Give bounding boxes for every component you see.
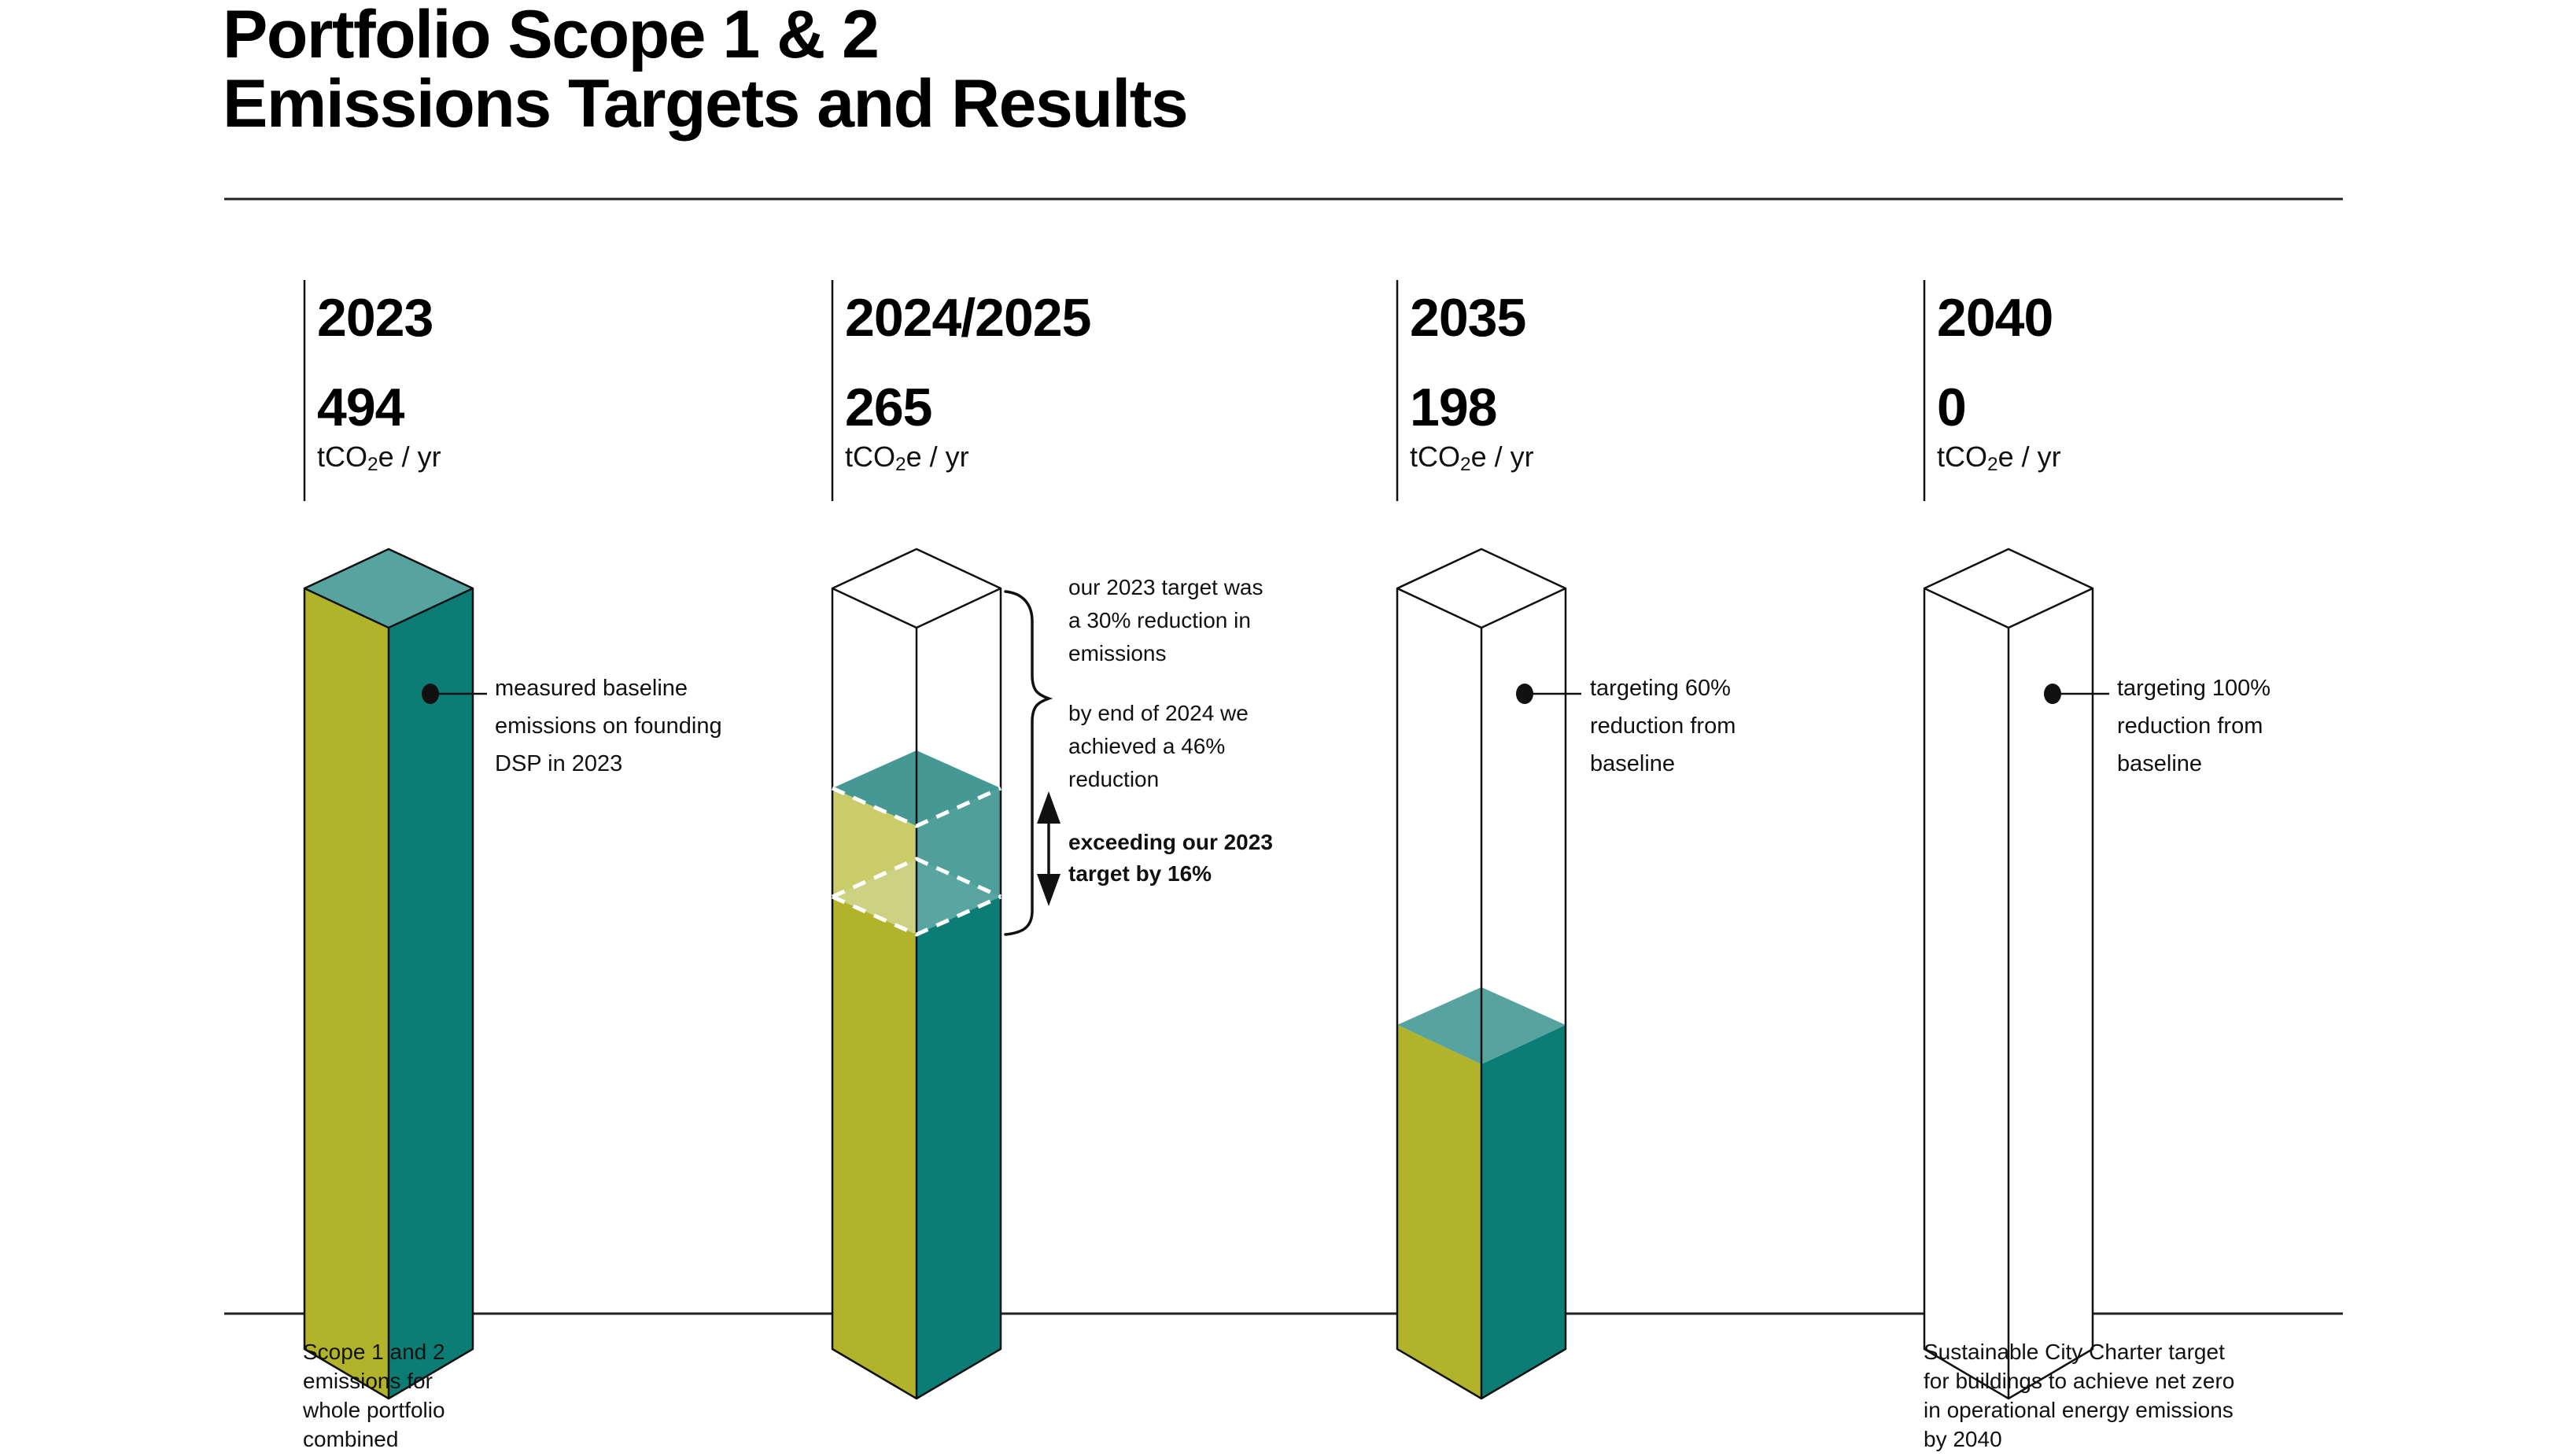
bar-2040-outline: [1923, 547, 2094, 1400]
caption-scope-line4: combined: [303, 1427, 399, 1451]
exceeding-arrow: [1037, 791, 1061, 906]
unit-2035-pre: tCO: [1410, 440, 1461, 473]
bar-2035-outline: [1396, 547, 1567, 1400]
unit-2023: tCO2e / yr: [317, 440, 441, 474]
annotation-exceeding-line2: target by 16%: [1068, 861, 1212, 886]
annotation-target-2035-line2: reduction from: [1590, 713, 1736, 739]
annotation-baseline-line2: emissions on founding: [495, 713, 722, 739]
arrow-down-icon: [1037, 874, 1061, 906]
annotation-target-2040: targeting 100% reduction from baseline: [2117, 669, 2270, 783]
annotation-target-2035-line3: baseline: [1590, 751, 1676, 776]
unit-2024-2025: tCO2e / yr: [845, 440, 969, 474]
bar-2040: [1923, 547, 2094, 1400]
annotation-target-2040-line3: baseline: [2117, 751, 2203, 776]
year-label-2035: 2035: [1410, 288, 1526, 348]
bar-2023: [303, 547, 474, 1400]
leader-2035: [1516, 684, 1581, 704]
bar-2024-2025-outline: [831, 547, 1002, 1400]
page-title-line2: Emissions Targets and Results: [223, 66, 1189, 142]
target-level-dashed-line: [831, 786, 1002, 828]
unit-2035: tCO2e / yr: [1410, 440, 1534, 474]
unit-2040: tCO2e / yr: [1937, 440, 2061, 474]
value-2023: 494: [317, 378, 404, 437]
annotation-target-2023-line2: a 30% reduction in: [1068, 608, 1251, 632]
annotation-target-2035-line1: targeting 60%: [1590, 676, 1731, 701]
caption-charter-line3: in operational energy emissions: [1924, 1398, 2234, 1422]
bar-2035-right-face: [1481, 1025, 1566, 1399]
annotation-target-2023-line3: emissions: [1068, 641, 1167, 665]
bar-2024-2025-left-face: [832, 897, 917, 1399]
annotation-achieved-2024: by end of 2024 we achieved a 46% reducti…: [1068, 697, 1249, 796]
bar-2024-2025: [831, 547, 1002, 1400]
unit-2024-2025-post: e / yr: [906, 440, 969, 473]
bar-2024-2025-achieved-face-left: [832, 859, 917, 934]
year-label-2023: 2023: [317, 288, 433, 348]
annotation-exceeding-line1: exceeding our 2023: [1068, 830, 1273, 854]
caption-charter-line2: for buildings to achieve net zero: [1924, 1369, 2235, 1393]
bar-2024-2025-achieved-face-right: [917, 859, 1001, 934]
year-label-2024-2025: 2024/2025: [845, 288, 1091, 348]
page-title-line1: Portfolio Scope 1 & 2: [223, 0, 880, 72]
achieved-level-dashed-diamond: [831, 857, 1002, 937]
caption-charter-line4: by 2040: [1924, 1427, 2002, 1451]
caption-scope-line1: Scope 1 and 2: [303, 1340, 445, 1364]
unit-2035-sub: 2: [1460, 453, 1471, 475]
caption-scope-line2: emissions for: [303, 1369, 433, 1393]
annotation-baseline: measured baseline emissions on founding …: [495, 669, 722, 783]
bar-2035: [1396, 547, 1567, 1400]
bar-2024-2025-right-face: [917, 897, 1001, 1399]
leader-2040: [2044, 684, 2109, 704]
annotation-baseline-line3: DSP in 2023: [495, 751, 623, 776]
unit-2023-post: e / yr: [378, 440, 441, 473]
annotation-baseline-line1: measured baseline: [495, 676, 688, 701]
value-2024-2025: 265: [845, 378, 932, 437]
bar-2035-left-face: [1397, 1025, 1481, 1399]
unit-2024-2025-sub: 2: [895, 453, 906, 475]
annotation-achieved-2024-line1: by end of 2024 we: [1068, 701, 1249, 725]
caption-scope-line3: whole portfolio: [303, 1398, 445, 1422]
arrow-up-icon: [1037, 791, 1061, 824]
annotation-achieved-2024-line3: reduction: [1068, 767, 1160, 791]
value-2035: 198: [1410, 378, 1497, 437]
unit-2023-sub: 2: [367, 453, 378, 475]
caption-scope: Scope 1 and 2 emissions for whole portfo…: [303, 1337, 445, 1454]
annotation-target-2035: targeting 60% reduction from baseline: [1590, 669, 1736, 783]
annotation-target-2040-line1: targeting 100%: [2117, 676, 2271, 701]
annotation-target-2023: our 2023 target was a 30% reduction in e…: [1068, 571, 1263, 670]
bar-2023-left-face: [304, 588, 389, 1399]
value-2040: 0: [1937, 378, 1967, 437]
bar-2023-right-face: [389, 588, 473, 1399]
caption-charter: Sustainable City Charter target for buil…: [1924, 1337, 2234, 1454]
annotation-achieved-2024-line2: achieved a 46%: [1068, 734, 1226, 758]
leader-2023: [422, 684, 487, 704]
unit-2040-sub: 2: [1987, 453, 1998, 475]
bar-2023-outline: [303, 547, 474, 1400]
caption-charter-line1: Sustainable City Charter target: [1924, 1340, 2225, 1364]
unit-2023-pre: tCO: [317, 440, 368, 473]
annotation-target-2040-line2: reduction from: [2117, 713, 2263, 739]
reduction-brace: [1004, 590, 1053, 936]
unit-2040-pre: tCO: [1937, 440, 1988, 473]
year-label-2040: 2040: [1937, 288, 2053, 348]
annotation-target-2023-line1: our 2023 target was: [1068, 575, 1263, 599]
page-title: Portfolio Scope 1 & 2 Emissions Targets …: [223, 0, 1189, 142]
annotation-exceeding: exceeding our 2023 target by 16%: [1068, 827, 1273, 890]
unit-2035-post: e / yr: [1470, 440, 1534, 473]
unit-2040-post: e / yr: [1997, 440, 2061, 473]
unit-2024-2025-pre: tCO: [845, 440, 896, 473]
